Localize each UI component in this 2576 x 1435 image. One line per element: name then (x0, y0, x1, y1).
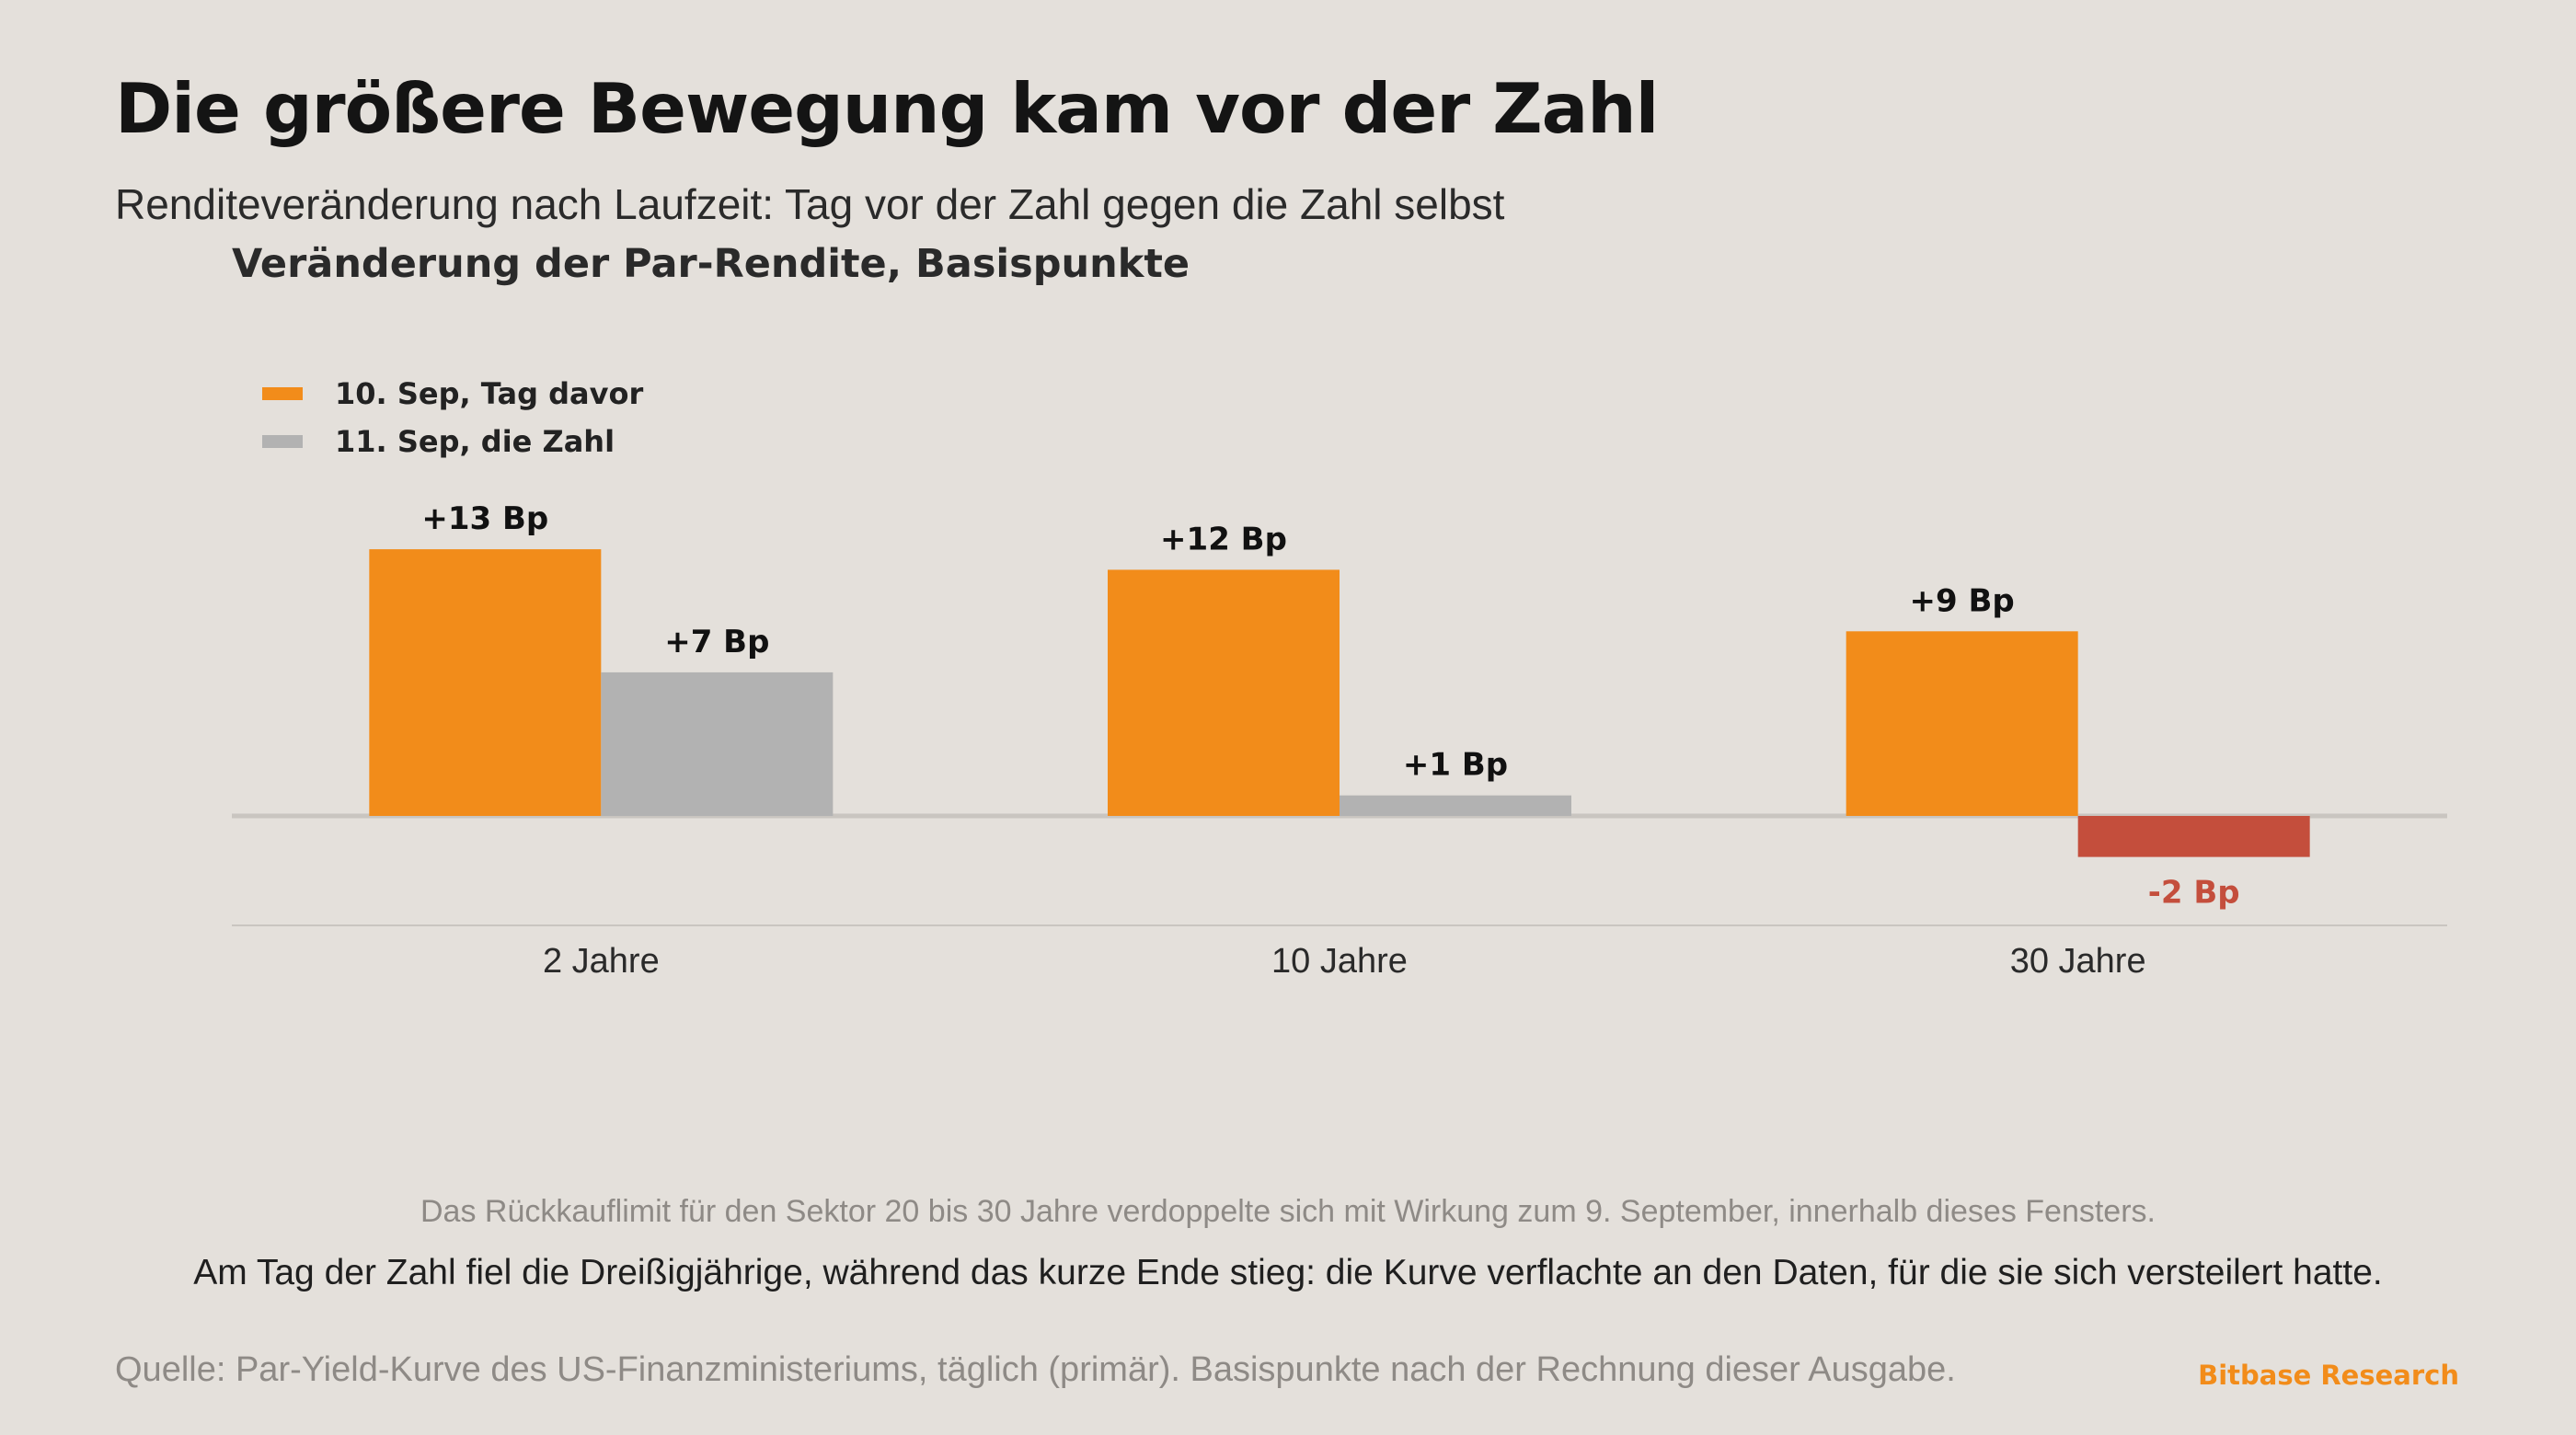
chart-subtitle: Renditeveränderung nach Laufzeit: Tag vo… (115, 180, 1505, 228)
data-label-before-0: +13 Bp (421, 500, 548, 537)
legend-swatch-before (262, 387, 303, 400)
source-text: Quelle: Par-Yield-Kurve des US-Finanzmin… (115, 1350, 1956, 1389)
note-text: Das Rückkauflimit für den Sektor 20 bis … (420, 1194, 2156, 1229)
legend-label-before: 10. Sep, Tag davor (335, 376, 644, 411)
x-tick-label-0: 2 Jahre (543, 942, 660, 981)
bar-before-1 (1108, 569, 1340, 816)
chart-title: Die größere Bewegung kam vor der Zahl (115, 68, 1659, 149)
legend-label-day-of: 11. Sep, die Zahl (335, 424, 615, 459)
x-tick-label-1: 10 Jahre (1271, 942, 1408, 981)
takeaway-text: Am Tag der Zahl fiel die Dreißigjährige,… (193, 1253, 2383, 1292)
data-label-day-of-2: -2 Bp (2148, 875, 2240, 912)
bar-day-of-1 (1340, 795, 1571, 816)
legend-item-before: 10. Sep, Tag davor (262, 370, 643, 418)
legend-swatch-day-of (262, 435, 303, 448)
legend-item-day-of: 11. Sep, die Zahl (262, 418, 643, 465)
data-label-day-of-0: +7 Bp (664, 624, 769, 660)
data-label-before-2: +9 Bp (1910, 582, 2015, 619)
bar-before-2 (1846, 631, 2078, 816)
chart-heading: Veränderung der Par-Rendite, Basispunkte (232, 241, 1190, 287)
data-label-day-of-1: +1 Bp (1403, 747, 1508, 784)
legend: 10. Sep, Tag davor 11. Sep, die Zahl (262, 370, 643, 465)
bar-day-of-0 (601, 672, 834, 816)
data-label-before-1: +12 Bp (1160, 521, 1287, 557)
x-tick-label-2: 30 Jahre (2010, 942, 2146, 981)
brand-logo: Bitbase Research (2198, 1360, 2459, 1391)
bar-before-0 (369, 549, 602, 816)
bar-day-of-2 (2077, 816, 2310, 857)
